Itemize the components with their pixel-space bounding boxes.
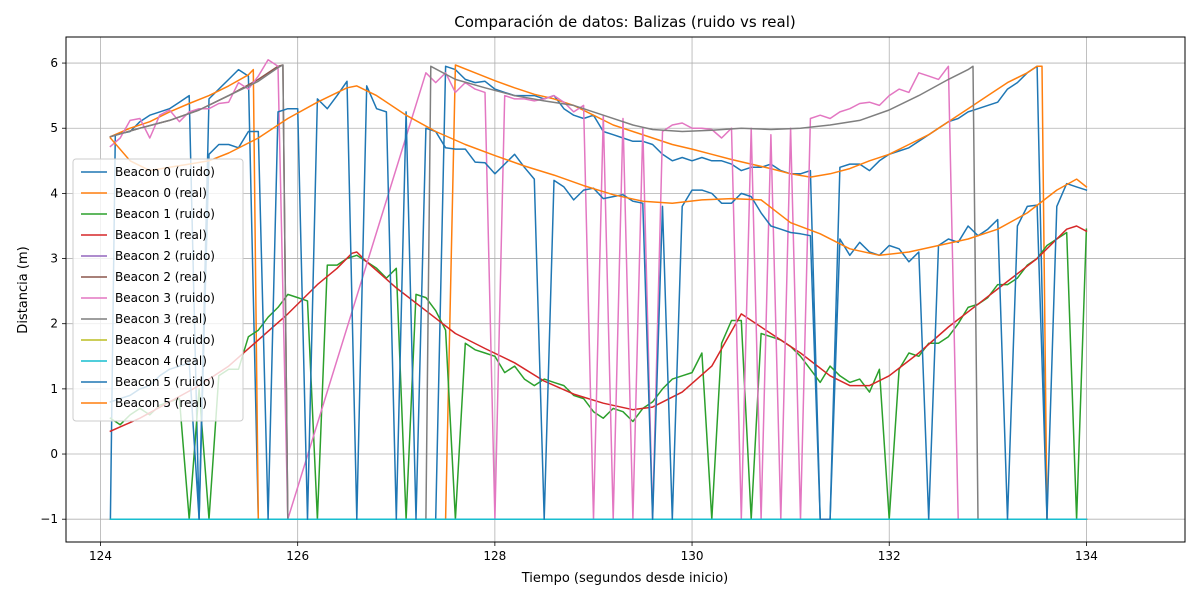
y-tick-label: 6 [50,56,58,70]
y-axis-label: Distancia (m) [16,246,31,333]
legend-label: Beacon 3 (ruido) [115,291,215,305]
series-line-7 [109,64,1088,520]
series-line-10 [109,80,1088,520]
legend-label: Beacon 0 (real) [115,186,207,200]
legend: Beacon 0 (ruido) Beacon 0 (real) Beacon 1 … [72,158,244,422]
legend-label: Beacon 4 (ruido) [115,333,215,347]
y-tick-label: 5 [50,121,58,135]
legend-box [72,158,244,422]
y-tick-label: 2 [50,317,58,331]
series-line-3 [109,225,1088,433]
axis-ticks: 124 126 128 130 132 134 −1 0 1 2 3 4 5 6 [40,56,1098,563]
x-tick-label: 132 [878,549,901,563]
y-tick-label: 4 [50,186,58,200]
x-tick-label: 130 [681,549,704,563]
x-tick-label: 128 [483,549,506,563]
x-axis-label: Tiempo (segundos desde inicio) [521,571,729,586]
legend-label: Beacon 2 (real) [115,270,207,284]
legend-label: Beacon 4 (real) [115,354,207,368]
series-line-11 [109,85,1088,257]
plot-series [109,59,1088,520]
y-tick-label: −1 [40,512,58,526]
y-tick-label: 3 [50,252,58,266]
legend-label: Beacon 1 (real) [115,228,207,242]
y-tick-label: 0 [50,447,58,461]
x-tick-label: 134 [1075,549,1098,563]
legend-label: Beacon 5 (ruido) [115,375,215,389]
plot-frame [65,36,1186,543]
x-tick-label: 124 [89,549,112,563]
legend-label: Beacon 5 (real) [115,396,207,410]
y-tick-label: 1 [50,382,58,396]
legend-label: Beacon 0 (ruido) [115,165,215,179]
x-tick-label: 126 [286,549,309,563]
chart-title: Comparación de datos: Balizas (ruido vs … [454,13,796,31]
legend-label: Beacon 3 (real) [115,312,207,326]
legend-label: Beacon 2 (ruido) [115,249,215,263]
legend-label: Beacon 1 (ruido) [115,207,215,221]
